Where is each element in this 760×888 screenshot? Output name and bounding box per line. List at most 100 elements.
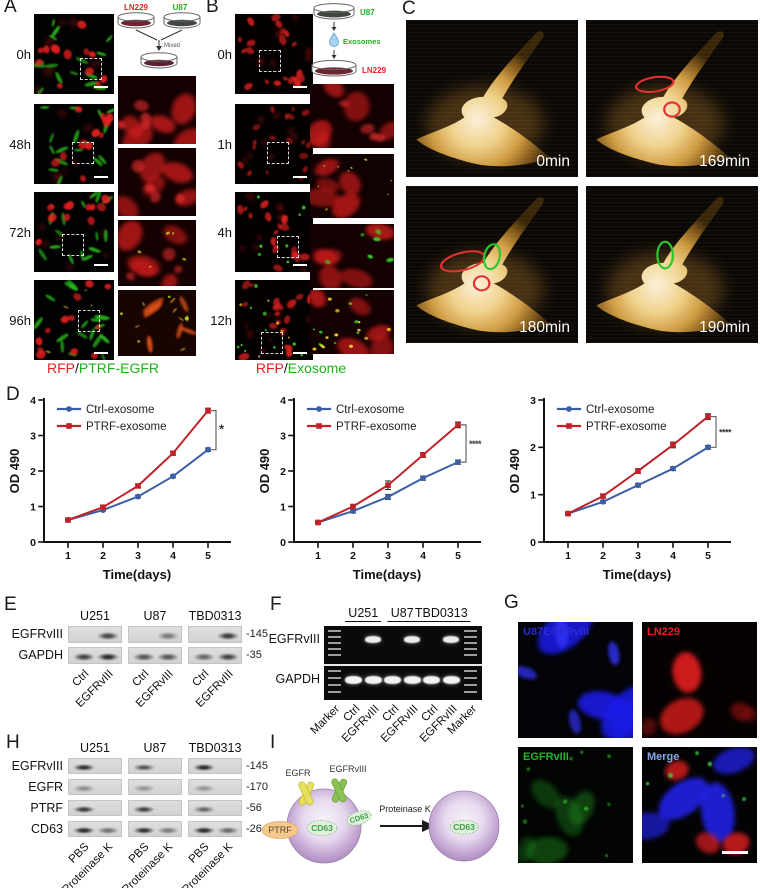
chart-text: OD 490	[507, 449, 522, 494]
zoom-inset-4h	[310, 224, 394, 288]
chart-text: 3	[135, 550, 141, 562]
timepoint-label: 12h	[210, 312, 232, 328]
afm-cell-image-0min: 0min	[406, 20, 578, 177]
protein-band	[73, 826, 95, 834]
growth-curve-chart-3: 0 1 2 3 1 2 3 4 5 Time(days) OD 490 Ctrl-exosome PTR…	[506, 392, 754, 592]
egfrviii-receptor	[331, 778, 348, 803]
blot-strip	[128, 758, 182, 774]
afm-cell-image-180min: 180min	[406, 186, 578, 343]
zoom-inset-96h	[118, 290, 196, 356]
blot-strip	[68, 758, 122, 774]
blot-row-label: EGFRvIII	[11, 627, 63, 641]
caption-part: /	[283, 360, 288, 376]
protein-band	[217, 631, 239, 640]
fluorescence-image-exosome-12h	[235, 280, 313, 360]
mw-marker-label: -145	[246, 759, 269, 772]
blot-strip	[128, 821, 182, 837]
timepoint-label: 0h	[16, 46, 31, 62]
coculture-row: 48h	[4, 104, 114, 184]
blot-row-label: EGFR	[28, 780, 63, 794]
chart-text: 3	[30, 430, 36, 442]
growth-chart-svg: 0 1 2 3 4 1 2 3 4 5 Time(days) OD 490 Ctrl-exosome PT…	[7, 395, 231, 582]
egfrviii-label: EGFRvIII	[329, 764, 366, 774]
scale-bar	[293, 176, 307, 178]
dna-band	[404, 636, 420, 643]
chart-text: 3	[385, 550, 391, 562]
protein-band	[157, 631, 179, 640]
cell-image-art	[235, 104, 313, 184]
zoom-inset-0h	[118, 76, 196, 144]
chart-text: 1	[280, 501, 286, 513]
egfr-receptor	[298, 781, 315, 806]
cell-image-art	[235, 14, 313, 94]
timepoint-label: 96h	[9, 312, 31, 328]
fluorescence-image-u87egfrviii: U87EGFRvIII	[518, 622, 633, 738]
protein-band	[193, 784, 215, 792]
scale-bar	[94, 86, 108, 88]
blot-strip	[68, 626, 122, 643]
group-label: TBD0313	[188, 609, 242, 623]
arrowhead	[422, 820, 435, 832]
timepoint-label: 0h	[217, 46, 232, 62]
protein-band	[157, 826, 179, 834]
zoom-inset-48h	[118, 148, 196, 216]
zoom-inset-1h	[310, 154, 394, 218]
dna-band	[345, 676, 362, 684]
dish-label-u87: U87	[360, 8, 375, 17]
chart-text: 2	[350, 550, 356, 562]
dna-band	[364, 676, 382, 684]
channel-label: LN229	[647, 626, 681, 638]
protein-band	[133, 652, 155, 661]
roi-box	[78, 310, 100, 332]
group-label: TBD0313	[411, 606, 471, 622]
protein-band	[157, 652, 179, 661]
zoom-inset-12h	[310, 290, 394, 354]
ladder-stripe	[464, 691, 477, 693]
coculture-diagram: LN229 U87 Mixed	[117, 3, 201, 69]
chart-text: 2	[600, 550, 606, 562]
cd63-inner-label: CD63	[311, 823, 333, 833]
blot-strip	[128, 647, 182, 664]
significance-label: *	[219, 422, 225, 437]
mw-marker-label: -170	[246, 780, 269, 793]
fluorescence-image-coculture-96h	[34, 280, 114, 360]
timepoint-label: 72h	[9, 224, 31, 240]
fluorescence-image-merge: Merge	[642, 747, 757, 863]
mix-label: Mixed	[164, 43, 180, 49]
dna-band	[423, 676, 440, 684]
group-label: U87	[143, 741, 167, 755]
dna-band	[403, 676, 421, 684]
ladder-stripe	[327, 654, 341, 656]
chart-text: Ctrl-exosome	[586, 404, 654, 416]
gel-row-label: EGFRvIII	[268, 632, 320, 646]
cell-image-art	[118, 76, 196, 144]
blot-strip	[188, 779, 242, 795]
caption-part: RFP	[255, 360, 284, 376]
fluorescence-image-egfrviii: EGFRvIII	[518, 747, 633, 863]
blot-strip	[188, 647, 242, 664]
fluorescence-image-exosome-0h	[235, 14, 313, 94]
coculture-row: 0h	[4, 14, 114, 94]
panel-i: I EGFR EGFRvIII PTRF	[262, 732, 502, 888]
chart-text: 2	[280, 466, 286, 478]
time-label: 180min	[519, 319, 570, 336]
ladder-stripe	[327, 642, 341, 644]
cd63-inner-blob	[306, 820, 338, 836]
blot-strip	[68, 800, 122, 816]
cell-image-art	[310, 224, 394, 288]
roi-box	[72, 142, 94, 164]
group-label: TBD0313	[188, 741, 242, 755]
cell-image-art	[310, 84, 394, 148]
protein-band	[73, 784, 95, 792]
lane-label: Marker	[308, 703, 343, 737]
mw-marker-label: -35	[246, 649, 262, 661]
growth-chart-svg: 0 1 2 3 4 1 2 3 4 5 Time(days) OD 490 Ctrl-exosome PT…	[257, 395, 483, 582]
channel-label: U87EGFRvIII	[523, 626, 590, 638]
arrowhead	[331, 27, 337, 31]
chart-text: PTRF-exosome	[86, 421, 167, 433]
cell-image-art	[518, 622, 633, 738]
cell-image-art	[34, 14, 114, 94]
exosome-row: 4h	[202, 192, 313, 272]
coculture-row: 96h	[4, 280, 114, 360]
